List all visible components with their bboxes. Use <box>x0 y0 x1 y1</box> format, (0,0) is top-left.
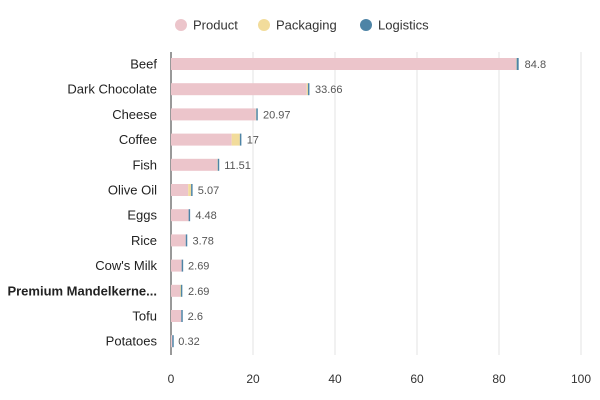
bar-tofu-logistics[interactable] <box>181 310 183 322</box>
bar-beef-product[interactable] <box>171 58 517 70</box>
bar-coffee-logistics[interactable] <box>239 133 242 146</box>
bar-dark-chocolate-packaging[interactable] <box>306 83 308 96</box>
x-tick-0: 0 <box>168 372 175 386</box>
category-label-beef: Beef <box>130 57 157 72</box>
value-labels: 84.8 33.66 20.97 17 11.51 5.07 4.48 3.78 2.69 2.6… <box>178 59 546 348</box>
legend-label-logistics[interactable]: Logistics <box>378 18 429 33</box>
category-label-olive-oil: Olive Oil <box>108 183 157 198</box>
bar-potatoes-product[interactable] <box>171 335 173 348</box>
category-labels: Beef Dark Chocolate Cheese Coffee Fish Olive … <box>7 57 157 349</box>
value-label-cheese: 20.97 <box>263 109 291 121</box>
category-label-tofu: Tofu <box>132 309 157 324</box>
x-tick-100: 100 <box>571 372 591 386</box>
bar-coffee-product[interactable] <box>171 133 232 146</box>
bars <box>171 58 519 348</box>
value-label-tofu: 2.6 <box>188 311 203 323</box>
bar-olive-oil-packaging[interactable] <box>188 184 192 196</box>
category-label-coffee: Coffee <box>119 132 157 147</box>
bar-dark-chocolate-logistics[interactable] <box>307 83 310 96</box>
bar-cheese-logistics[interactable] <box>256 108 258 121</box>
category-label-dark-chocolate: Dark Chocolate <box>67 82 157 97</box>
x-axis-ticks: 0 20 40 60 80 100 <box>168 372 592 386</box>
x-tick-60: 60 <box>410 372 424 386</box>
value-label-coffee: 17 <box>247 135 259 147</box>
value-label-fish: 11.51 <box>224 160 251 172</box>
bar-coffee-packaging[interactable] <box>231 133 240 146</box>
bar-premium-mandelkerne-packaging[interactable] <box>180 284 181 297</box>
value-label-rice: 3.78 <box>192 235 213 247</box>
bar-eggs-product[interactable] <box>171 209 189 222</box>
bar-cheese-product[interactable] <box>171 108 256 121</box>
legend-label-product[interactable]: Product <box>193 18 238 33</box>
bar-beef-logistics[interactable] <box>516 58 519 70</box>
bar-dark-chocolate-product[interactable] <box>171 83 307 96</box>
bar-cow-s-milk-product[interactable] <box>171 259 182 272</box>
bar-rice-logistics[interactable] <box>185 234 188 247</box>
bar-olive-oil-logistics[interactable] <box>191 184 193 196</box>
category-label-cow-s-milk: Cow's Milk <box>95 258 157 273</box>
legend-label-packaging[interactable]: Packaging <box>276 18 337 33</box>
bar-cow-s-milk-logistics[interactable] <box>181 259 184 272</box>
x-tick-80: 80 <box>492 372 506 386</box>
bar-tofu-product[interactable] <box>171 310 182 322</box>
bar-eggs-logistics[interactable] <box>188 209 191 222</box>
legend-swatch-product[interactable] <box>175 19 187 31</box>
x-tick-20: 20 <box>246 372 260 386</box>
category-label-cheese: Cheese <box>112 107 157 122</box>
bar-potatoes-logistics[interactable] <box>172 335 174 348</box>
value-label-dark-chocolate: 33.66 <box>315 84 343 96</box>
legend-swatch-packaging[interactable] <box>258 19 270 31</box>
value-label-beef: 84.8 <box>525 59 546 71</box>
bar-premium-mandelkerne-product[interactable] <box>171 284 181 297</box>
bar-fish-product[interactable] <box>171 158 218 171</box>
category-label-premium-mandelkerne: Premium Mandelkerne... <box>7 283 157 298</box>
x-tick-40: 40 <box>328 372 342 386</box>
legend: Product Packaging Logistics <box>175 18 429 33</box>
category-label-eggs: Eggs <box>127 208 157 223</box>
value-label-potatoes: 0.32 <box>178 336 199 348</box>
value-label-premium-mandelkerne: 2.69 <box>188 286 209 298</box>
bar-fish-logistics[interactable] <box>217 158 220 171</box>
value-label-eggs: 4.48 <box>195 210 216 222</box>
bar-rice-product[interactable] <box>171 234 186 247</box>
bar-premium-mandelkerne-logistics[interactable] <box>180 284 183 297</box>
gridlines <box>170 52 582 355</box>
value-label-olive-oil: 5.07 <box>198 185 219 197</box>
category-label-potatoes: Potatoes <box>106 334 158 349</box>
category-label-rice: Rice <box>131 233 157 248</box>
value-label-cow-s-milk: 2.69 <box>188 261 209 273</box>
bar-olive-oil-product[interactable] <box>171 184 189 196</box>
category-label-fish: Fish <box>132 157 157 172</box>
legend-swatch-logistics[interactable] <box>360 19 372 31</box>
